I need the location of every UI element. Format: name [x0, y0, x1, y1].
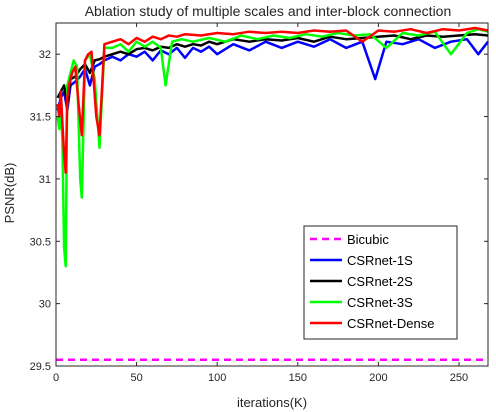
x-tick-label: 100 — [208, 372, 226, 384]
x-tick-label: 0 — [53, 372, 59, 384]
series-line-csrnet-dense — [56, 26, 489, 174]
y-axis-label: PSNR(dB) — [2, 163, 17, 224]
x-tick-label: 50 — [130, 372, 142, 384]
legend-label-bicubic: Bicubic — [347, 232, 389, 247]
x-tick-label: 200 — [369, 372, 387, 384]
legend-label-csrnet-3s: CSRnet-3S — [347, 295, 413, 310]
y-tick-label: 29.5 — [30, 361, 51, 373]
plot-area — [56, 26, 489, 362]
series-line-csrnet-1s — [56, 37, 489, 112]
y-tick-label: 31.5 — [30, 112, 51, 124]
legend-label-csrnet-1s: CSRnet-1S — [347, 253, 413, 268]
legend-label-csrnet-2s: CSRnet-2S — [347, 274, 413, 289]
y-tick-label: 30 — [39, 299, 51, 311]
x-tick-label: 250 — [450, 372, 468, 384]
axes: 0 50 100 150 200 250 29.5 30 30.5 31 31.5 32 — [30, 22, 489, 384]
x-axis-label: iterations(K) — [237, 395, 307, 410]
x-tick-label: 150 — [289, 372, 307, 384]
chart-title: Ablation study of multiple scales and in… — [85, 3, 452, 19]
y-tick-label: 32 — [39, 49, 51, 61]
legend-label-csrnet-dense: CSRnet-Dense — [347, 316, 434, 331]
y-tick-label: 30.5 — [30, 236, 51, 248]
legend-box — [303, 225, 458, 340]
axes-box — [55, 22, 489, 367]
series-line-csrnet-3s — [56, 27, 489, 268]
y-tick-label: 31 — [39, 174, 51, 186]
legend: Bicubic CSRnet-1S CSRnet-2S CSRnet-3S CSRnet… — [303, 225, 458, 340]
